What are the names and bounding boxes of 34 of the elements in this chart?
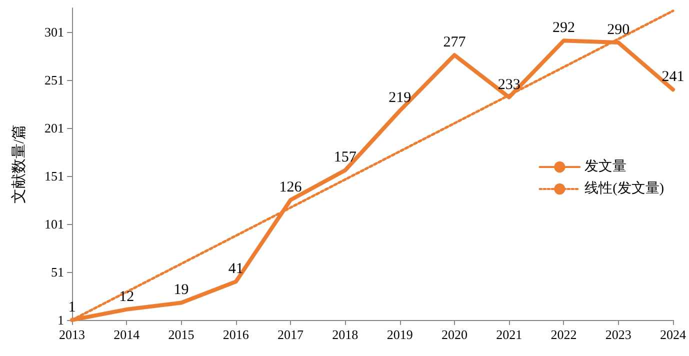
data-label: 290 <box>607 22 630 38</box>
y-tick-label: 301 <box>44 24 64 40</box>
data-label: 157 <box>334 150 357 166</box>
x-tick-label: 2023 <box>605 327 632 342</box>
legend-label: 发文量 <box>584 158 627 174</box>
y-tick-label: 251 <box>44 72 64 88</box>
x-tick-label: 2022 <box>550 327 577 342</box>
y-tick-label: 151 <box>44 168 64 184</box>
data-label: 277 <box>443 34 466 51</box>
legend-label: 线性(发文量) <box>584 180 664 196</box>
data-label: 41 <box>228 261 244 278</box>
data-label: 292 <box>552 20 575 36</box>
x-tick-label: 2016 <box>222 327 250 342</box>
data-label: 219 <box>388 90 412 106</box>
y-tick-label: 1 <box>58 312 64 328</box>
x-tick-label: 2024 <box>660 327 686 342</box>
y-tick-label: 101 <box>44 216 64 232</box>
x-tick-label: 2020 <box>441 327 468 342</box>
data-label: 1 <box>68 300 76 316</box>
y-tick-label: 201 <box>44 120 64 136</box>
x-tick-label: 2019 <box>386 327 413 342</box>
x-tick-label: 2021 <box>496 327 522 342</box>
x-tick-label: 2014 <box>114 327 140 342</box>
data-label: 241 <box>662 69 684 86</box>
x-tick-label: 2015 <box>168 327 194 342</box>
data-label: 19 <box>174 282 189 298</box>
data-label: 126 <box>279 180 302 196</box>
data-label: 233 <box>498 76 520 93</box>
y-tick-label: 51 <box>51 264 64 280</box>
x-tick-label: 2013 <box>59 327 85 342</box>
x-tick-label: 2018 <box>332 327 358 342</box>
y-axis-title: 文献数量/篇 <box>10 124 28 204</box>
data-label: 12 <box>119 288 134 305</box>
x-tick-label: 2017 <box>278 327 304 342</box>
